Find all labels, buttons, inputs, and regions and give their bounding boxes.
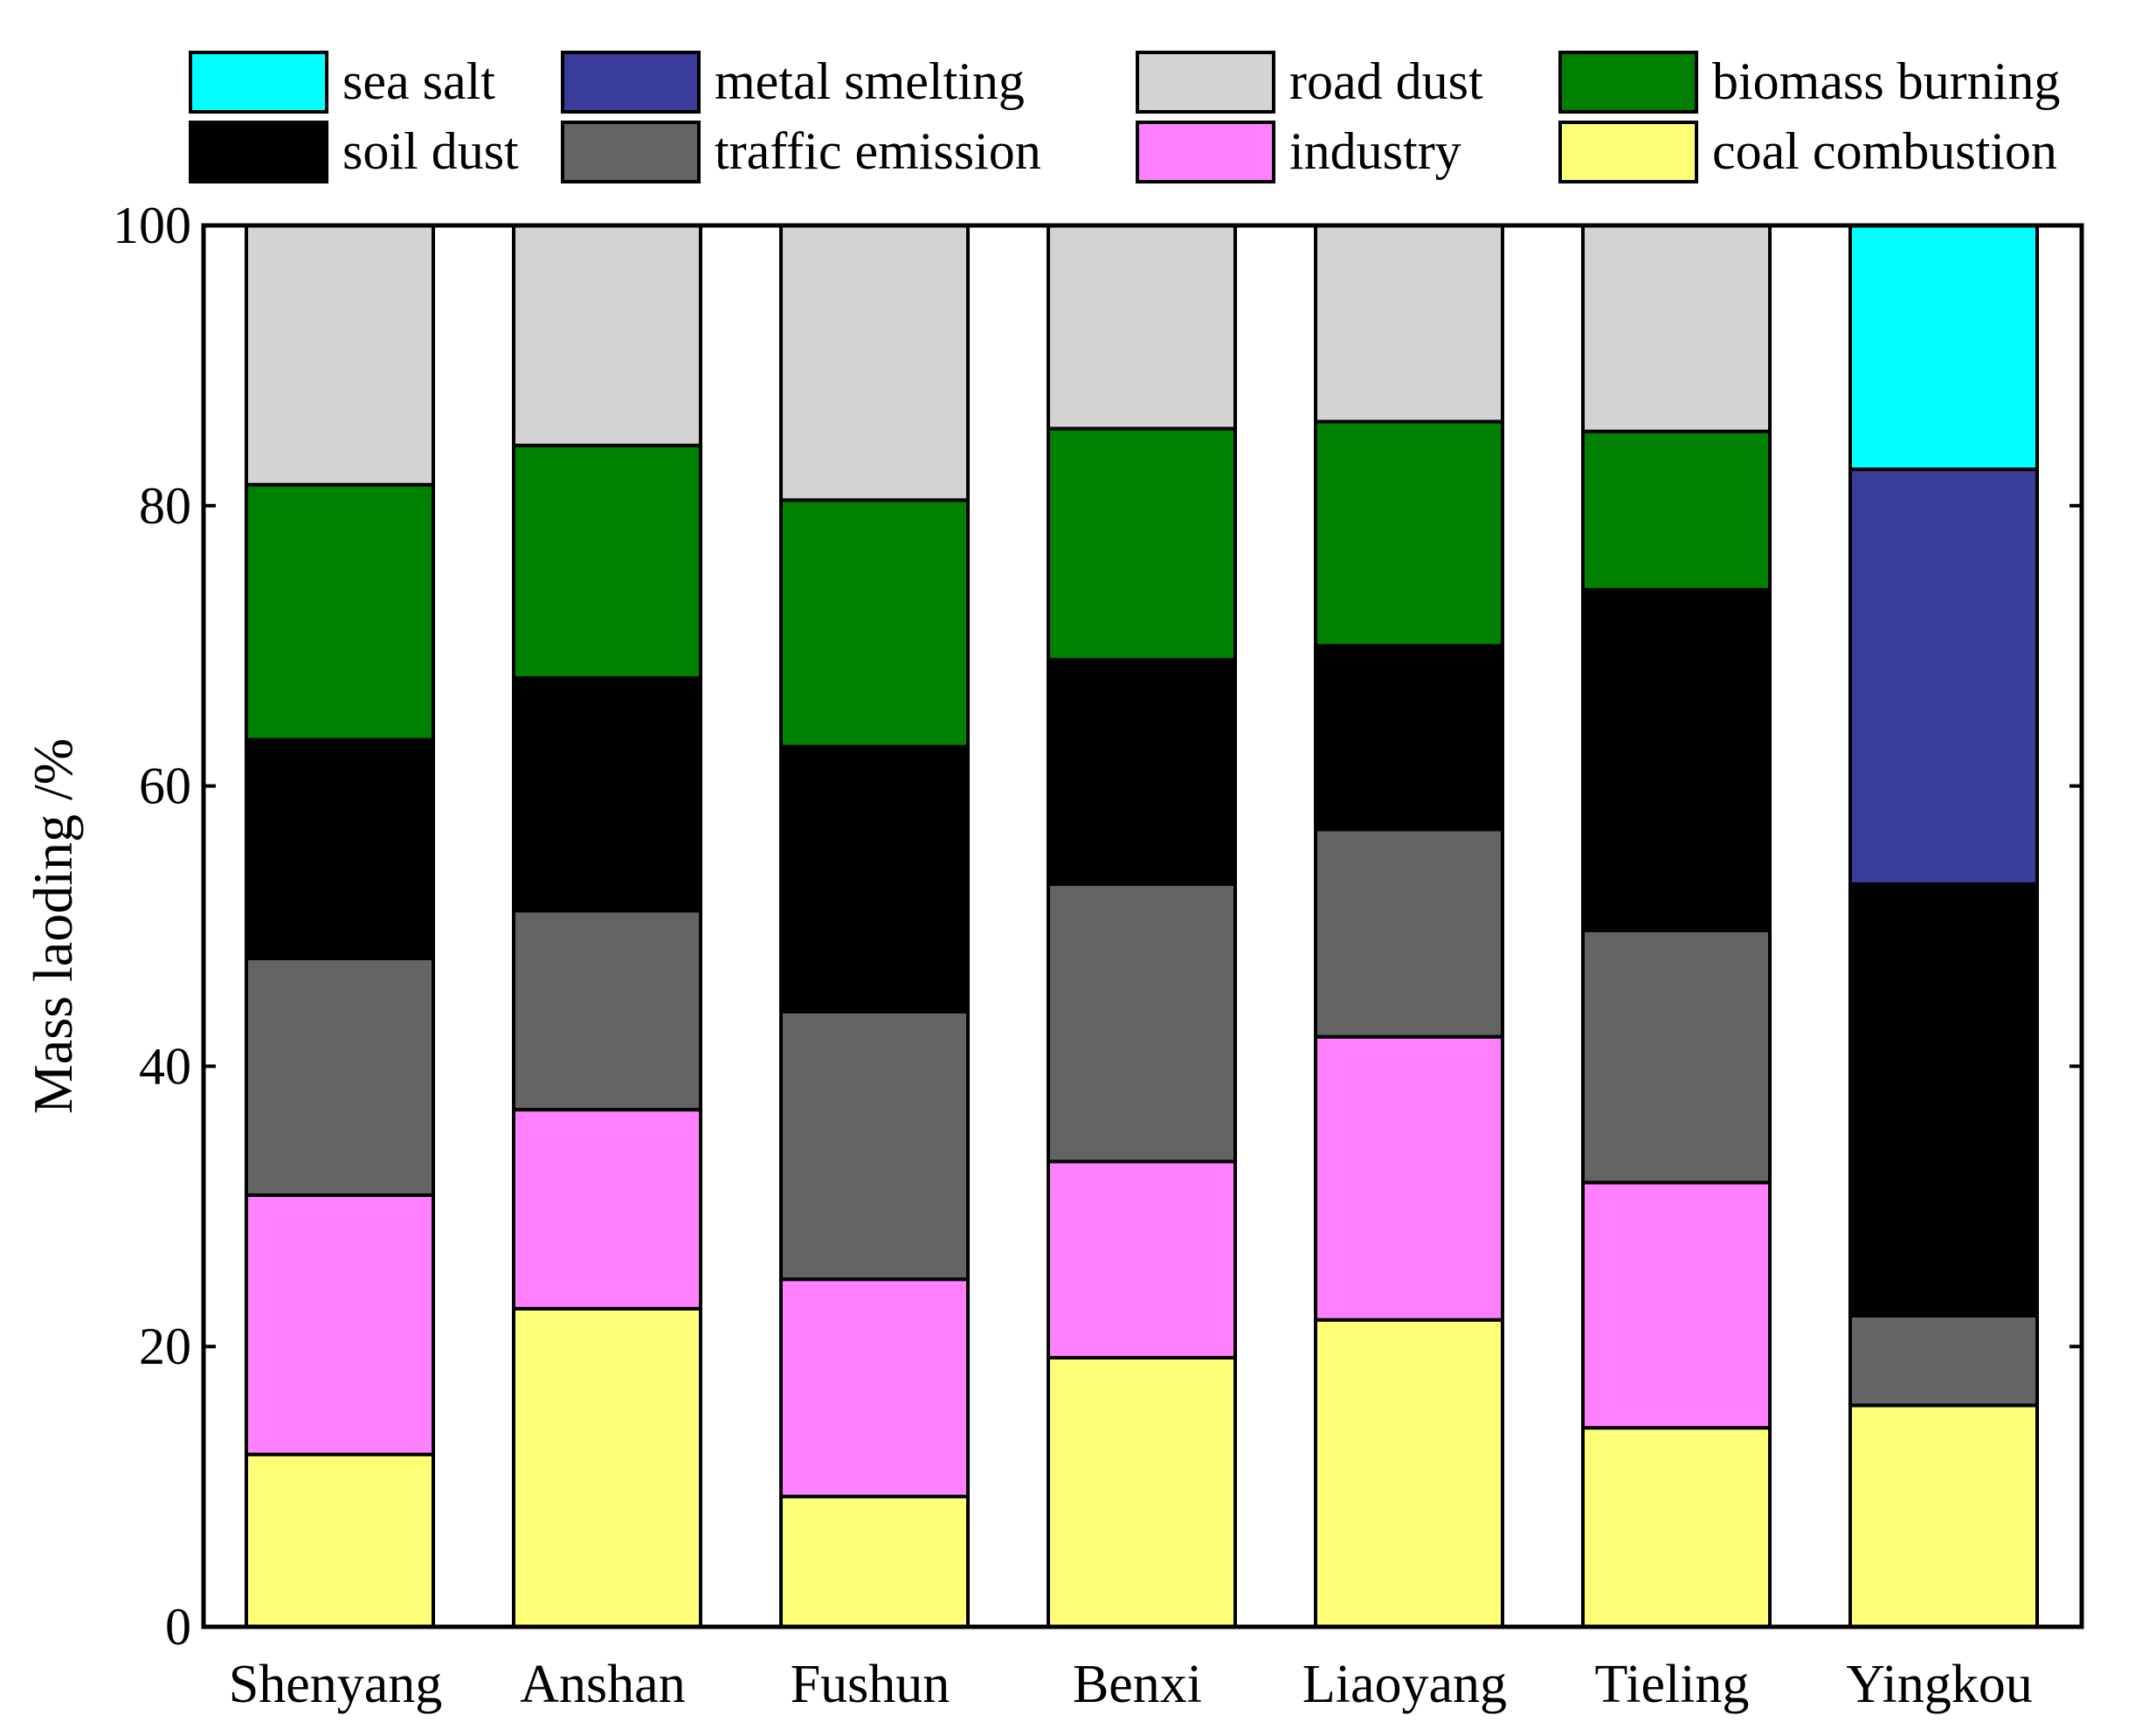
bar-liaoyang-traffic-emission — [1314, 827, 1504, 1039]
bar-anshan-traffic-emission — [512, 909, 702, 1112]
bar-tieling-traffic-emission — [1581, 928, 1772, 1185]
bars — [245, 224, 2039, 1629]
bar-liaoyang-biomass-burning — [1314, 419, 1504, 648]
bar-shenyang-soil-dust — [245, 737, 435, 960]
legend-label-sea-salt: sea salt — [342, 52, 495, 110]
bar-tieling-coal-combustion — [1581, 1426, 1772, 1629]
x-axis-ticks: Shenyang Anshan Fushun Benxi Liaoyang Tieling… — [229, 1655, 2033, 1714]
y-tick-label: 20 — [139, 1318, 191, 1375]
y-axis-ticks: 0 20 40 60 80 100 — [113, 197, 2082, 1656]
bar-fushun-biomass-burning — [779, 498, 970, 749]
bar-yingkou-sea-salt — [1848, 224, 2039, 472]
legend-item-soil-dust: soil dust — [189, 121, 519, 183]
bar-fushun-traffic-emission — [779, 1009, 970, 1282]
x-tick-label-liaoyang: Liaoyang — [1302, 1655, 1507, 1714]
y-tick-label: 80 — [139, 477, 191, 535]
bar-shenyang-biomass-burning — [245, 482, 435, 742]
bar-fushun-coal-combustion — [779, 1494, 970, 1629]
bar-liaoyang-industry — [1314, 1034, 1504, 1322]
bar-liaoyang-coal-combustion — [1314, 1318, 1504, 1629]
legend-swatch-road-dust — [1136, 51, 1275, 114]
legend-label-soil-dust: soil dust — [342, 122, 519, 180]
legend-label-road-dust: road dust — [1289, 52, 1483, 110]
bar-anshan-biomass-burning — [512, 443, 702, 681]
legend-swatch-traffic-emission — [561, 121, 701, 183]
bar-yingkou-soil-dust — [1848, 882, 2039, 1318]
legend-item-biomass-burning: biomass burning — [1558, 51, 2060, 114]
y-tick-label: 0 — [165, 1598, 191, 1656]
x-tick-label-tieling: Tieling — [1595, 1655, 1750, 1714]
bar-liaoyang-soil-dust — [1314, 644, 1504, 832]
x-tick-label-yingkou: Yingkou — [1846, 1655, 2033, 1714]
bar-shenyang-traffic-emission — [245, 956, 435, 1197]
bar-fushun-road-dust — [779, 224, 970, 502]
bar-benxi-traffic-emission — [1047, 882, 1237, 1164]
legend-swatch-sea-salt — [189, 51, 328, 114]
legend-swatch-metal-smelting — [561, 51, 701, 114]
y-tick-label: 40 — [139, 1037, 191, 1095]
bar-tieling-industry — [1581, 1180, 1772, 1430]
bar-shenyang-road-dust — [245, 224, 435, 487]
legend-label-industry: industry — [1289, 122, 1461, 180]
x-tick-label-benxi: Benxi — [1073, 1655, 1202, 1714]
x-tick-label-shenyang: Shenyang — [229, 1655, 443, 1714]
legend-label-traffic-emission: traffic emission — [715, 122, 1041, 180]
bar-benxi-coal-combustion — [1047, 1356, 1237, 1629]
legend-item-sea-salt: sea salt — [189, 51, 495, 114]
bar-tieling-road-dust — [1581, 224, 1772, 433]
bar-anshan-road-dust — [512, 224, 702, 447]
bar-benxi-industry — [1047, 1159, 1237, 1360]
legend-item-road-dust: road dust — [1136, 51, 1483, 114]
legend-label-metal-smelting: metal smelting — [715, 52, 1025, 110]
y-tick-label: 100 — [113, 197, 191, 254]
legend-item-traffic-emission: traffic emission — [561, 121, 1041, 183]
bar-anshan-industry — [512, 1108, 702, 1311]
bar-tieling-biomass-burning — [1581, 429, 1772, 592]
legend-swatch-coal-combustion — [1558, 121, 1698, 183]
bar-shenyang-industry — [245, 1193, 435, 1456]
bar-benxi-road-dust — [1047, 224, 1237, 431]
legend-item-industry: industry — [1136, 121, 1461, 183]
bar-yingkou-traffic-emission — [1848, 1313, 2039, 1407]
bar-tieling-soil-dust — [1581, 588, 1772, 932]
bar-liaoyang-road-dust — [1314, 224, 1504, 424]
legend-swatch-biomass-burning — [1558, 51, 1698, 114]
legend-swatch-industry — [1136, 121, 1275, 183]
bar-shenyang-coal-combustion — [245, 1452, 435, 1629]
bar-yingkou-coal-combustion — [1848, 1403, 2039, 1629]
legend-label-coal-combustion: coal combustion — [1712, 122, 2057, 180]
bar-benxi-biomass-burning — [1047, 426, 1237, 662]
bar-anshan-soil-dust — [512, 676, 702, 913]
legend-swatch-soil-dust — [189, 121, 328, 183]
legend: sea salt metal smelting road dust biomass b… — [189, 51, 2060, 183]
bar-benxi-soil-dust — [1047, 658, 1237, 886]
plot-frame — [201, 223, 2084, 1629]
bar-fushun-industry — [779, 1277, 970, 1498]
bar-anshan-coal-combustion — [512, 1306, 702, 1629]
y-tick-label: 60 — [139, 757, 191, 815]
y-axis-label: Mass laoding /% — [22, 738, 84, 1114]
bar-yingkou-metal-smelting — [1848, 467, 2039, 886]
x-tick-label-fushun: Fushun — [791, 1655, 950, 1714]
legend-label-biomass-burning: biomass burning — [1712, 52, 2060, 110]
bar-fushun-soil-dust — [779, 744, 970, 1013]
legend-item-metal-smelting: metal smelting — [561, 51, 1025, 114]
legend-item-coal-combustion: coal combustion — [1558, 121, 2057, 183]
x-tick-label-anshan: Anshan — [520, 1655, 685, 1714]
